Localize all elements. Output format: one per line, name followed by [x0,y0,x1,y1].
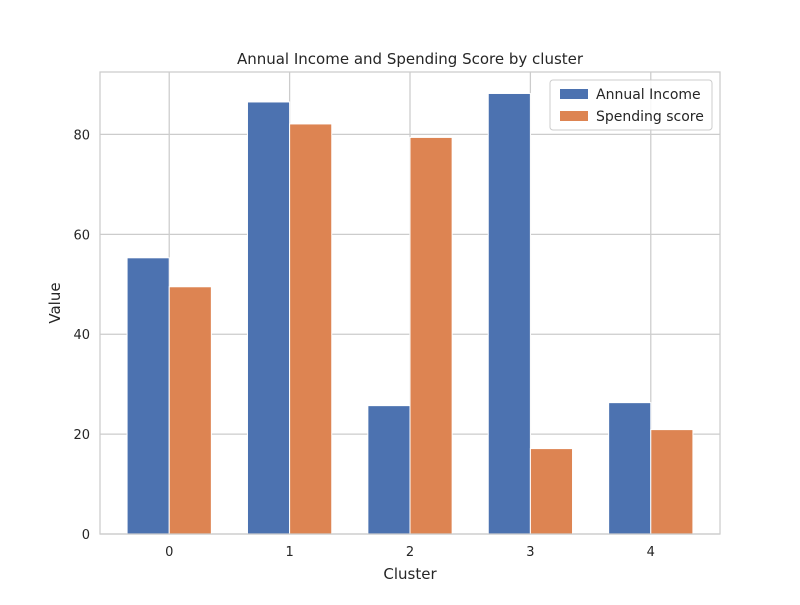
bar-spending-score [409,136,453,535]
y-tick-label: 80 [73,128,90,143]
legend: Annual Income Spending score [549,79,713,131]
bar-spending-score [529,448,574,535]
legend-swatch [560,89,588,99]
x-tick-label: 2 [406,545,414,560]
legend-box [549,79,713,131]
bar-spending-score [168,286,212,535]
bar-spending-score [650,429,694,535]
bar-spending-score [289,123,333,535]
y-tick-label: 20 [73,428,90,443]
bar-annual-income [126,257,170,535]
x-tick-label: 3 [526,545,534,560]
bar-annual-income [246,101,291,535]
bar-annual-income [367,405,411,535]
y-axis-label: Value [46,282,64,323]
x-axis-label: Cluster [383,565,437,583]
y-tick-labels: 0 20 40 60 80 [73,128,90,543]
legend-label: Annual Income [596,87,701,103]
x-tick-labels: 0 1 2 3 4 [165,545,655,560]
y-tick-label: 40 [73,328,90,343]
x-tick-label: 0 [165,545,173,560]
bar-annual-income [487,92,531,535]
legend-label: Spending score [596,109,704,125]
bar-annual-income [608,402,652,535]
y-tick-label: 60 [73,228,90,243]
x-tick-label: 4 [647,545,655,560]
chart-title: Annual Income and Spending Score by clus… [237,50,584,68]
legend-swatch [560,111,588,121]
bars [126,92,694,535]
y-tick-label: 0 [82,528,90,543]
plot-frame [99,71,721,535]
x-tick-label: 1 [285,545,293,560]
